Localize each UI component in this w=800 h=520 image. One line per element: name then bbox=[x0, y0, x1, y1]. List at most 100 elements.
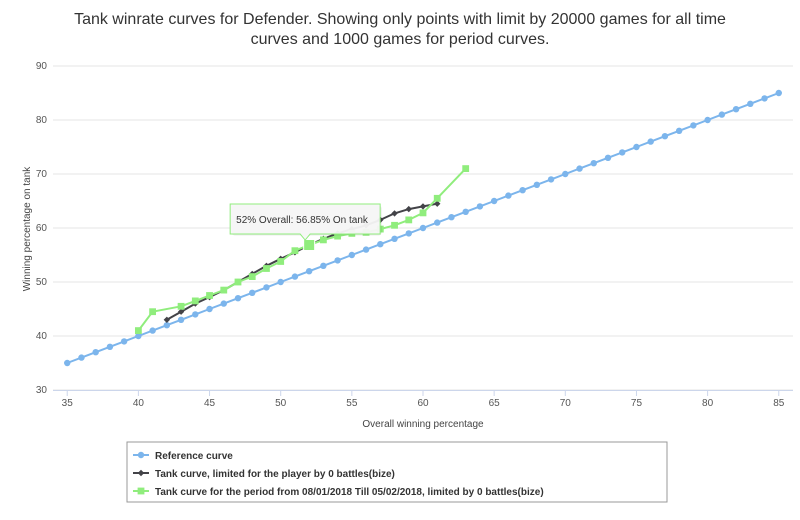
x-tick-label: 85 bbox=[773, 398, 785, 409]
data-point bbox=[78, 354, 85, 361]
data-point bbox=[320, 262, 327, 269]
x-tick-label: 60 bbox=[417, 398, 429, 409]
data-point bbox=[704, 116, 711, 124]
data-point bbox=[732, 106, 740, 113]
grid bbox=[53, 65, 793, 391]
y-tick-label: 90 bbox=[36, 61, 48, 72]
x-tick-label: 35 bbox=[62, 398, 74, 409]
data-point bbox=[448, 214, 455, 221]
data-point bbox=[163, 322, 171, 329]
data-point bbox=[191, 297, 199, 305]
data-point bbox=[391, 221, 398, 229]
axes: Overall winning percentage Winning perce… bbox=[22, 61, 793, 430]
x-tick-label: 65 bbox=[489, 398, 501, 409]
legend-item-3: Tank curve for the period from 08/01/201… bbox=[133, 487, 544, 498]
legend-box bbox=[126, 441, 668, 503]
chart-title-line-2: curves and 1000 games for period curves. bbox=[251, 31, 550, 48]
data-point bbox=[348, 251, 356, 259]
legend-marker bbox=[137, 469, 145, 477]
legend-label: Tank curve, limited for the player by 0 … bbox=[155, 469, 395, 480]
legend-marker bbox=[137, 487, 145, 495]
tooltip-text: 52% Overall: 56.85% On tank bbox=[236, 215, 369, 226]
legend: Reference curve Tank curve, limited for t… bbox=[126, 441, 668, 503]
data-point bbox=[206, 305, 213, 313]
data-point bbox=[647, 138, 654, 145]
data-point bbox=[334, 232, 342, 240]
legend-label: Reference curve bbox=[155, 451, 233, 462]
x-tick-label: 70 bbox=[560, 398, 572, 409]
x-tick-label: 45 bbox=[204, 398, 216, 409]
data-point bbox=[362, 246, 370, 253]
data-point bbox=[490, 197, 498, 205]
data-point bbox=[334, 257, 341, 264]
data-point bbox=[405, 230, 412, 237]
data-point bbox=[135, 332, 142, 340]
series-1 bbox=[64, 89, 782, 367]
data-point bbox=[690, 122, 697, 129]
x-axis-title: Overall winning percentage bbox=[362, 419, 484, 430]
data-point bbox=[120, 338, 128, 345]
data-point bbox=[619, 149, 626, 156]
data-point bbox=[547, 176, 555, 183]
data-point bbox=[263, 284, 270, 291]
data-point bbox=[633, 143, 640, 151]
legend-item-1: Reference curve bbox=[133, 451, 233, 462]
data-point bbox=[177, 302, 185, 310]
data-point bbox=[405, 205, 412, 213]
y-tick-label: 40 bbox=[36, 331, 48, 342]
data-point bbox=[675, 127, 683, 134]
tooltip: 52% Overall: 56.85% On tank bbox=[229, 203, 382, 252]
data-point bbox=[533, 181, 541, 188]
data-point bbox=[434, 200, 441, 207]
data-point bbox=[562, 170, 569, 178]
chart-title-line-1: Tank winrate curves for Defender. Showin… bbox=[74, 11, 726, 28]
y-tick-label: 70 bbox=[36, 169, 48, 180]
tooltip-box bbox=[229, 203, 381, 241]
data-point bbox=[305, 268, 313, 275]
legend-marker bbox=[137, 451, 145, 459]
data-point bbox=[434, 219, 441, 226]
x-tick-label: 40 bbox=[133, 398, 145, 409]
x-tick-label: 75 bbox=[631, 398, 643, 409]
data-point bbox=[419, 209, 427, 217]
data-point bbox=[519, 187, 526, 194]
data-point bbox=[248, 273, 256, 280]
data-point bbox=[277, 278, 284, 286]
data-point bbox=[319, 236, 327, 244]
data-point bbox=[220, 300, 227, 307]
data-point bbox=[163, 316, 171, 323]
data-point bbox=[761, 95, 768, 102]
data-point bbox=[462, 165, 470, 172]
data-point bbox=[277, 258, 285, 265]
x-tick-label: 55 bbox=[346, 398, 358, 409]
data-point bbox=[747, 100, 754, 108]
hover-point bbox=[303, 239, 316, 252]
data-point bbox=[604, 154, 612, 161]
x-tick-label: 50 bbox=[275, 398, 287, 409]
y-tick-label: 30 bbox=[36, 385, 48, 396]
legend-item-2: Tank curve, limited for the player by 0 … bbox=[133, 469, 395, 480]
data-point bbox=[234, 278, 242, 286]
data-point bbox=[505, 192, 512, 199]
data-point bbox=[291, 247, 299, 255]
data-point bbox=[249, 289, 256, 296]
data-point bbox=[177, 308, 185, 315]
series-line bbox=[137, 167, 467, 332]
data-point bbox=[405, 216, 413, 224]
data-point bbox=[590, 160, 597, 167]
data-point bbox=[661, 133, 669, 140]
data-point bbox=[291, 273, 299, 280]
data-point bbox=[263, 265, 270, 272]
data-point bbox=[106, 343, 114, 350]
y-axis-title: Winning percentage on tank bbox=[22, 166, 33, 292]
data-point bbox=[462, 208, 469, 215]
data-point bbox=[433, 194, 441, 202]
data-point bbox=[775, 89, 782, 97]
legend-label: Tank curve for the period from 08/01/201… bbox=[155, 487, 544, 498]
data-point bbox=[391, 235, 398, 242]
data-point bbox=[192, 311, 199, 318]
data-point bbox=[206, 292, 213, 299]
y-tick-label: 60 bbox=[36, 223, 48, 234]
